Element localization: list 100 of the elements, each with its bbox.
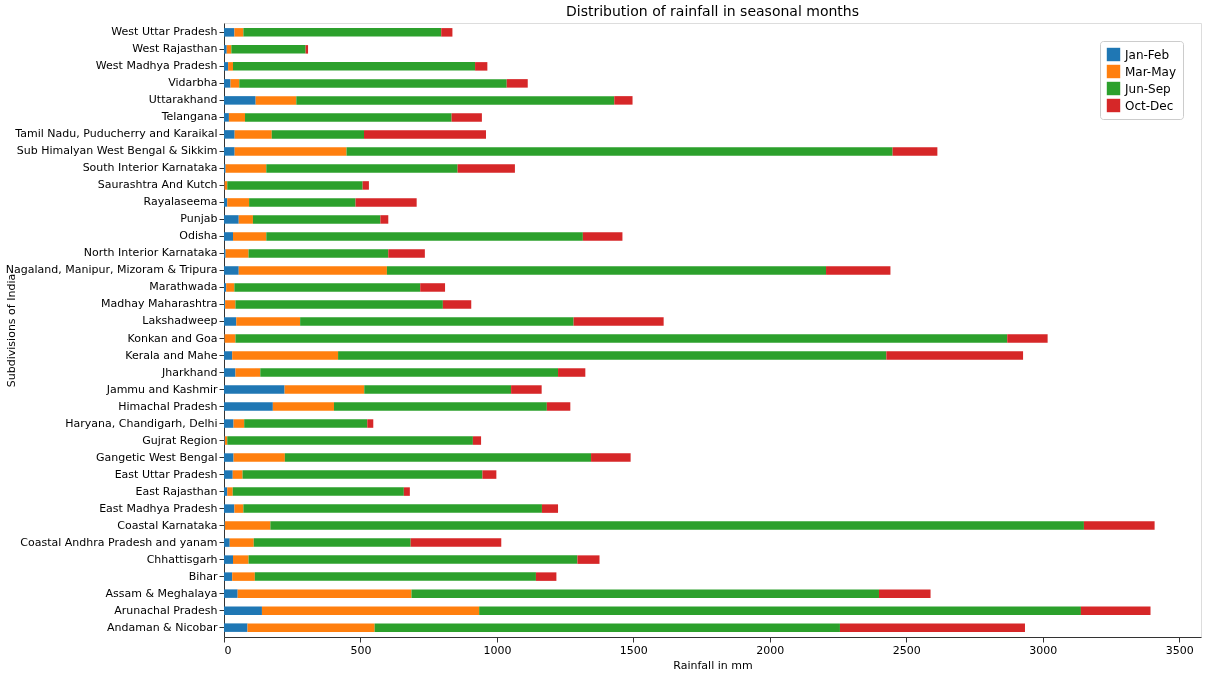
y-tick-label: South Interior Karnataka [82, 161, 218, 175]
bar [266, 232, 583, 241]
bar [457, 164, 515, 173]
y-tick-label: Uttarakhand [148, 93, 218, 107]
bar [441, 28, 453, 37]
x-tick-label: 3000 [1029, 643, 1058, 657]
bar [224, 521, 271, 530]
y-tick-label: East Madhya Pradesh [99, 501, 218, 515]
y-tick-label: Madhay Maharashtra [101, 297, 218, 311]
bar [374, 623, 840, 632]
bar [224, 266, 239, 275]
bar [224, 215, 239, 224]
bar [224, 351, 233, 360]
bar [233, 453, 285, 462]
bar [239, 79, 507, 88]
bar [472, 436, 482, 445]
bar [271, 130, 364, 139]
x-tick-label: 500 [350, 643, 372, 657]
bar [224, 538, 230, 547]
y-tick-label: Assam & Meghalaya [105, 586, 218, 600]
y-tick-label: Konkan and Goa [127, 331, 218, 345]
bar [573, 317, 664, 326]
y-tick-label: Rayalaseema [143, 195, 218, 209]
bar [234, 130, 272, 139]
y-tick-label: Jharkhand [160, 365, 218, 379]
y-tick-label: Arunachal Pradesh [114, 603, 218, 617]
bar [1007, 334, 1048, 343]
y-tick-label: West Uttar Pradesh [111, 25, 218, 39]
bar [224, 96, 256, 105]
bar [577, 555, 600, 564]
bar [826, 266, 891, 275]
bar [224, 45, 227, 54]
bar [296, 96, 615, 105]
legend-label: Jan-Feb [1124, 47, 1170, 62]
bar [386, 266, 827, 275]
bar [270, 521, 1084, 530]
bar [232, 572, 255, 581]
bar [255, 96, 297, 105]
bar [245, 113, 452, 122]
bar [333, 402, 547, 411]
bar [227, 181, 363, 190]
bar [235, 300, 443, 309]
bar [367, 419, 374, 428]
y-tick-label: East Rajasthan [135, 484, 218, 498]
bar [224, 79, 231, 88]
bar [338, 351, 887, 360]
bar [364, 130, 486, 139]
bar [224, 504, 235, 513]
bar [236, 317, 301, 326]
bar [234, 147, 347, 156]
y-tick-label: West Rajasthan [132, 42, 218, 56]
x-axis-title: Rainfall in mm [673, 658, 753, 672]
y-tick-label: Marathwada [149, 280, 218, 294]
chart-title: Distribution of rainfall in seasonal months [566, 3, 859, 19]
bar [224, 453, 234, 462]
bar [380, 215, 389, 224]
bar [249, 198, 356, 207]
y-tick-label: West Madhya Pradesh [95, 59, 218, 73]
legend-label: Mar-May [1125, 64, 1177, 79]
bar [346, 147, 893, 156]
y-tick-label: Coastal Andhra Pradesh and yanam [20, 535, 218, 549]
bar [482, 470, 497, 479]
bar [225, 249, 249, 258]
bar [886, 351, 1024, 360]
bar [224, 419, 234, 428]
y-tick-label: Andaman & Nicobar [106, 620, 218, 634]
bar [224, 385, 285, 394]
bar [541, 504, 559, 513]
bar [403, 487, 410, 496]
y-tick-label: Punjab [180, 212, 218, 226]
bar [284, 385, 365, 394]
bar [225, 300, 236, 309]
bar [364, 385, 512, 394]
bar [228, 113, 246, 122]
bar [238, 215, 253, 224]
bar [839, 623, 1025, 632]
x-tick-label: 3500 [1165, 643, 1194, 657]
bar [232, 351, 339, 360]
bar [411, 589, 879, 598]
bar [235, 334, 1008, 343]
bar [300, 317, 574, 326]
y-tick-label: Gujrat Region [142, 433, 218, 447]
bar [878, 589, 931, 598]
y-tick-label: Saurashtra And Kutch [97, 178, 218, 192]
bar [224, 147, 235, 156]
bar [225, 164, 267, 173]
y-tick-label: Sub Himalyan West Bengal & Sikkim [16, 144, 218, 158]
bar [229, 538, 254, 547]
bar [224, 572, 233, 581]
bar [252, 215, 381, 224]
bar [227, 487, 233, 496]
y-tick-label: Chhattisgarh [146, 552, 218, 566]
bar [1083, 521, 1155, 530]
y-tick-label: Gangetic West Bengal [95, 450, 218, 464]
bar [226, 283, 235, 292]
bar [224, 368, 236, 377]
bar [224, 334, 236, 343]
x-tick-label: 1000 [483, 643, 512, 657]
x-tick-label: 0 [224, 643, 232, 657]
bar [388, 249, 425, 258]
